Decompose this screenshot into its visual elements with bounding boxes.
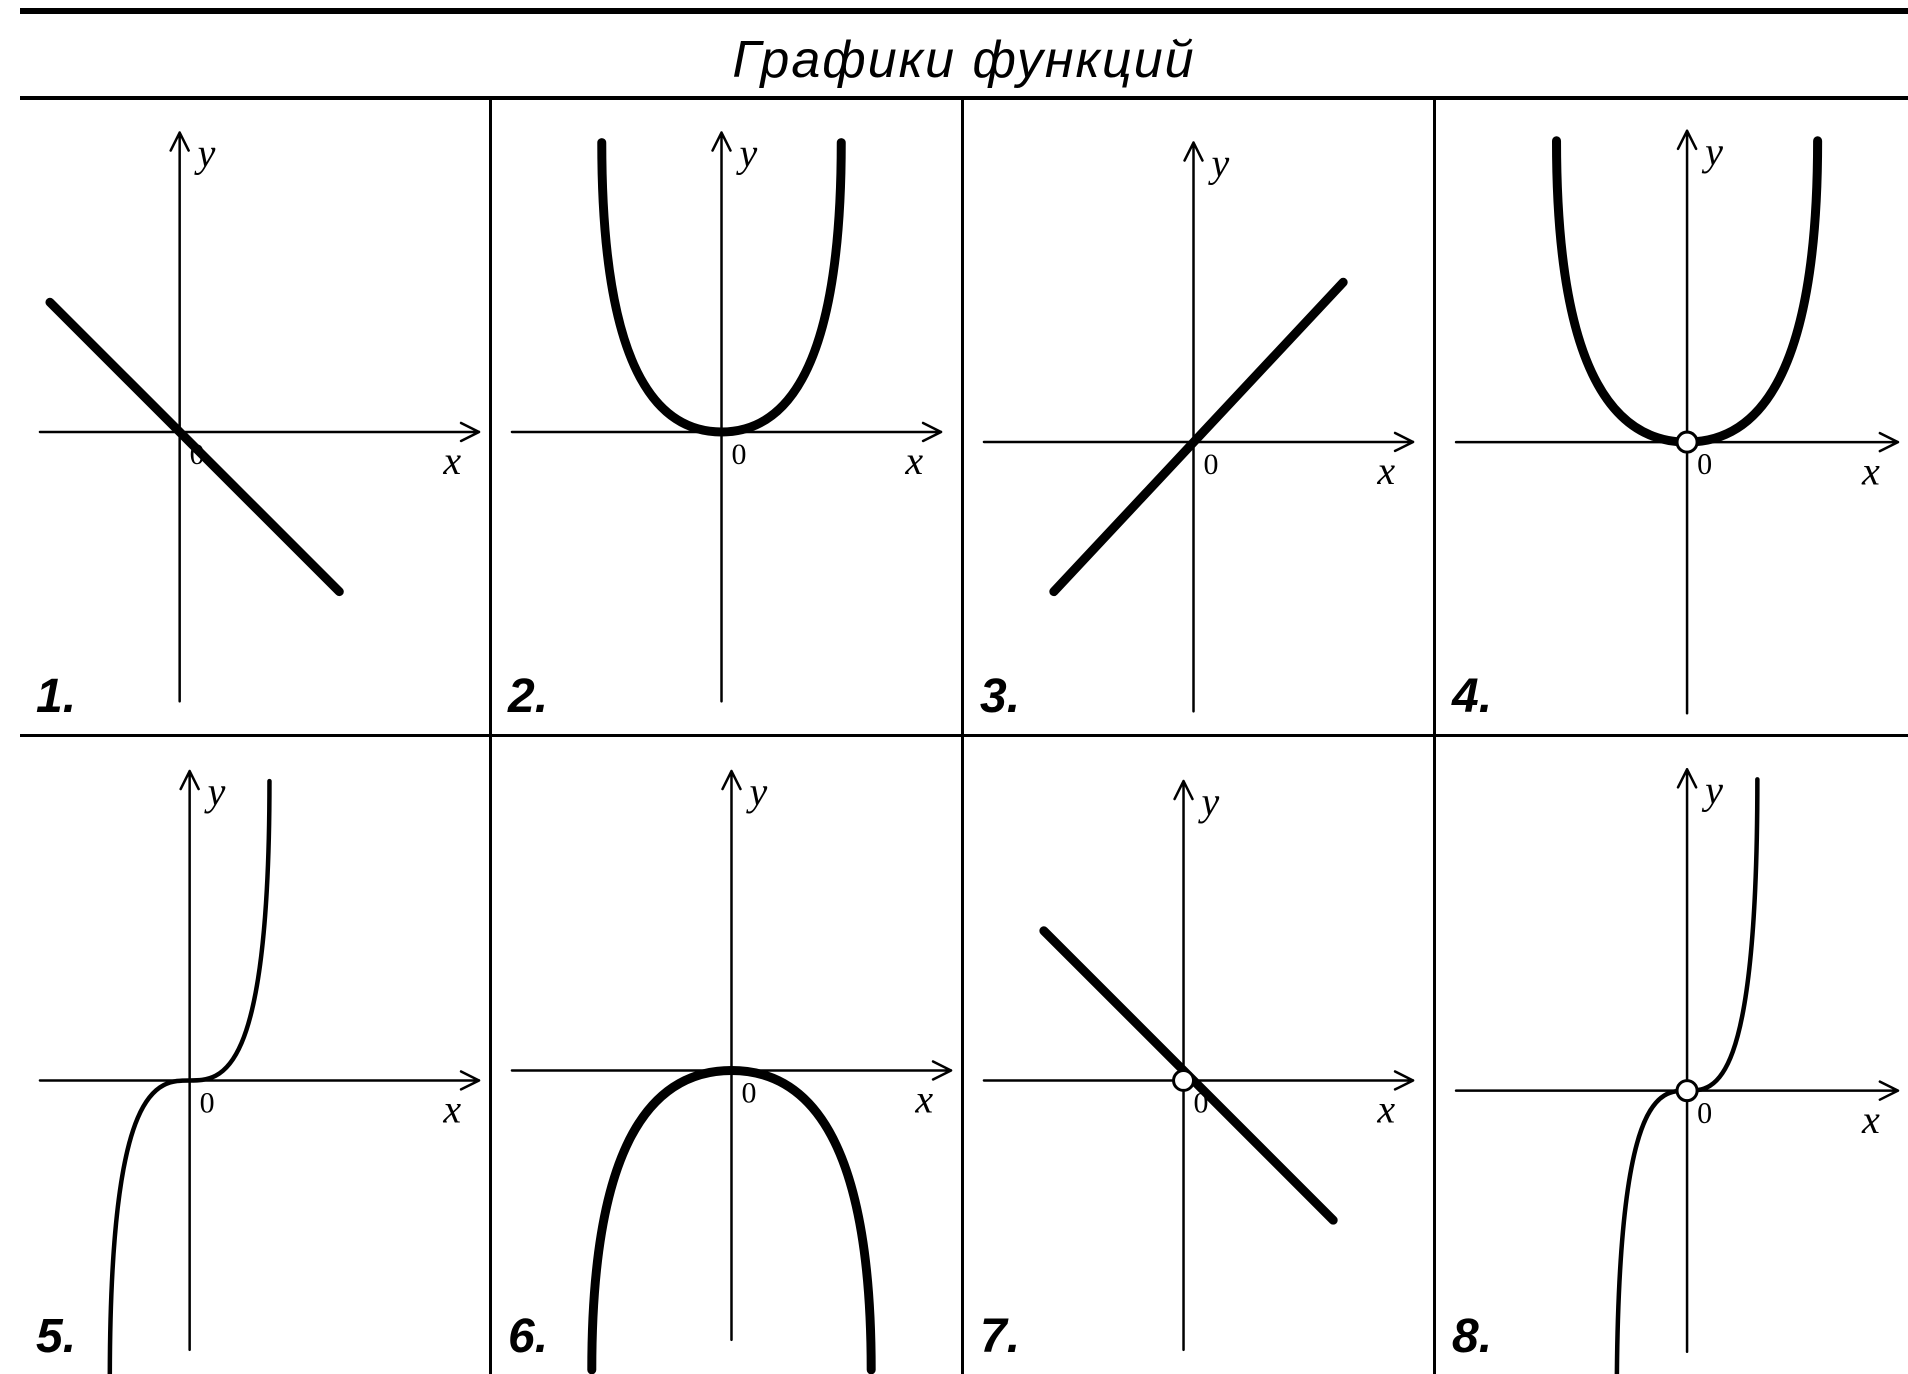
- axes: [984, 143, 1413, 712]
- x-axis-label: x: [1376, 448, 1395, 493]
- panel-6: y x 0 6.: [492, 737, 964, 1374]
- axes: [984, 781, 1413, 1350]
- origin-label: 0: [190, 438, 205, 471]
- panel-4: y x 0 4.: [1436, 100, 1908, 737]
- y-axis-label: y: [194, 131, 216, 176]
- x-axis-label: x: [914, 1076, 933, 1121]
- y-axis-label: y: [1207, 141, 1229, 186]
- axes: [512, 133, 941, 702]
- page: Графики функций y x 0 1. y x 0 2. y: [0, 0, 1908, 1374]
- origin-label: 0: [731, 438, 746, 471]
- panel-svg: y x 0: [1436, 737, 1908, 1374]
- top-rule: [20, 8, 1908, 14]
- y-axis-label: y: [204, 769, 226, 814]
- y-axis-label: y: [1197, 779, 1219, 824]
- y-axis-label: y: [1701, 129, 1723, 174]
- open-point-icon: [1677, 432, 1697, 452]
- origin-label: 0: [741, 1076, 756, 1109]
- panel-svg: y x 0: [1436, 100, 1908, 734]
- title-row: Графики функций: [20, 26, 1908, 100]
- panel-number: 1.: [36, 669, 76, 724]
- panel-number: 5.: [36, 1309, 76, 1364]
- page-title: Графики функций: [732, 26, 1195, 90]
- panel-number: 6.: [508, 1309, 548, 1364]
- panel-number: 3.: [980, 669, 1020, 724]
- origin-label: 0: [1203, 448, 1218, 481]
- axes: [1456, 131, 1898, 713]
- panel-svg: y x 0: [492, 737, 961, 1374]
- origin-label: 0: [1697, 447, 1712, 481]
- y-axis-label: y: [745, 769, 767, 814]
- panel-svg: y x 0: [964, 100, 1433, 734]
- panel-number: 7.: [980, 1309, 1020, 1364]
- panel-grid: y x 0 1. y x 0 2. y x 0 3.: [20, 100, 1908, 1374]
- panel-number: 8.: [1452, 1309, 1492, 1364]
- x-axis-label: x: [1861, 448, 1880, 493]
- axes: [1456, 769, 1898, 1351]
- panel-8: y x 0 8.: [1436, 737, 1908, 1374]
- panel-2: y x 0 2.: [492, 100, 964, 737]
- panel-number: 4.: [1452, 669, 1492, 724]
- panel-svg: y x 0: [492, 100, 961, 734]
- panel-svg: y x 0: [20, 737, 489, 1374]
- panel-3: y x 0 3.: [964, 100, 1436, 737]
- panel-number: 2.: [508, 669, 548, 724]
- x-axis-label: x: [442, 438, 461, 483]
- function-curve: [1054, 282, 1343, 591]
- origin-label: 0: [200, 1086, 215, 1119]
- y-axis-label: y: [1701, 767, 1723, 812]
- open-point-icon: [1174, 1070, 1194, 1090]
- axes: [40, 133, 479, 702]
- origin-label: 0: [1697, 1096, 1712, 1130]
- open-point-icon: [1677, 1081, 1697, 1101]
- axes: [40, 771, 479, 1350]
- y-axis-label: y: [735, 131, 757, 176]
- panel-1: y x 0 1.: [20, 100, 492, 737]
- panel-svg: y x 0: [964, 737, 1433, 1374]
- panel-svg: y x 0: [20, 100, 489, 734]
- x-axis-label: x: [1861, 1097, 1880, 1142]
- panel-5: y x 0 5.: [20, 737, 492, 1374]
- axes: [512, 771, 951, 1340]
- x-axis-label: x: [1376, 1086, 1395, 1131]
- x-axis-label: x: [904, 438, 923, 483]
- origin-label: 0: [1194, 1086, 1209, 1119]
- x-axis-label: x: [442, 1086, 461, 1131]
- panel-7: y x 0 7.: [964, 737, 1436, 1374]
